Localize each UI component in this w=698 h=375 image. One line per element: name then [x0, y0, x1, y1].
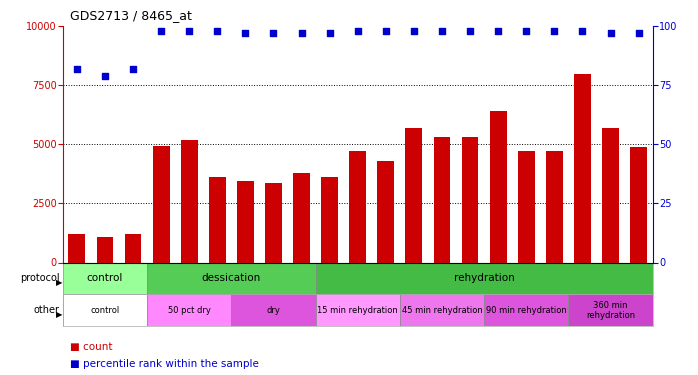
- Bar: [237, 181, 254, 262]
- Text: protocol: protocol: [20, 273, 59, 284]
- Bar: [400, 294, 484, 326]
- Point: [605, 30, 616, 36]
- Text: control: control: [90, 306, 119, 315]
- Bar: [406, 128, 422, 262]
- Text: 45 min rehydration: 45 min rehydration: [401, 306, 482, 315]
- Text: 360 min
rehydration: 360 min rehydration: [586, 301, 635, 320]
- Point: [268, 30, 279, 36]
- Bar: [265, 183, 282, 262]
- Point: [211, 28, 223, 34]
- Bar: [63, 294, 147, 326]
- Text: 90 min rehydration: 90 min rehydration: [486, 306, 567, 315]
- Bar: [574, 74, 591, 262]
- Bar: [433, 137, 450, 262]
- Text: 15 min rehydration: 15 min rehydration: [318, 306, 398, 315]
- Bar: [63, 262, 147, 294]
- Point: [296, 30, 307, 36]
- Point: [577, 28, 588, 34]
- Text: rehydration: rehydration: [454, 273, 514, 284]
- Point: [128, 66, 139, 72]
- Point: [493, 28, 504, 34]
- Point: [71, 66, 82, 72]
- Text: ▶: ▶: [56, 310, 62, 319]
- Bar: [490, 111, 507, 262]
- Bar: [630, 147, 647, 262]
- Text: control: control: [87, 273, 123, 284]
- Point: [408, 28, 419, 34]
- Bar: [68, 234, 85, 262]
- Point: [99, 73, 110, 79]
- Text: other: other: [34, 305, 59, 315]
- Point: [464, 28, 475, 34]
- Point: [380, 28, 392, 34]
- Point: [549, 28, 560, 34]
- Bar: [315, 294, 400, 326]
- Bar: [293, 173, 310, 262]
- Bar: [518, 152, 535, 262]
- Text: 50 pct dry: 50 pct dry: [168, 306, 211, 315]
- Text: dry: dry: [267, 306, 281, 315]
- Point: [436, 28, 447, 34]
- Text: ■ count: ■ count: [70, 342, 112, 352]
- Bar: [546, 152, 563, 262]
- Point: [184, 28, 195, 34]
- Bar: [147, 262, 315, 294]
- Bar: [231, 294, 315, 326]
- Bar: [153, 146, 170, 262]
- Bar: [484, 294, 568, 326]
- Bar: [181, 140, 198, 262]
- Bar: [461, 137, 479, 262]
- Bar: [125, 234, 142, 262]
- Bar: [209, 177, 225, 262]
- Bar: [378, 161, 394, 262]
- Text: dessication: dessication: [202, 273, 261, 284]
- Bar: [602, 128, 619, 262]
- Bar: [568, 294, 653, 326]
- Point: [352, 28, 363, 34]
- Text: ■ percentile rank within the sample: ■ percentile rank within the sample: [70, 359, 259, 369]
- Point: [633, 30, 644, 36]
- Bar: [147, 294, 231, 326]
- Bar: [349, 152, 366, 262]
- Bar: [96, 237, 113, 262]
- Bar: [321, 177, 338, 262]
- Point: [521, 28, 532, 34]
- Bar: [315, 262, 653, 294]
- Text: ▶: ▶: [56, 278, 62, 286]
- Point: [240, 30, 251, 36]
- Point: [324, 30, 335, 36]
- Text: GDS2713 / 8465_at: GDS2713 / 8465_at: [70, 9, 192, 22]
- Point: [156, 28, 167, 34]
